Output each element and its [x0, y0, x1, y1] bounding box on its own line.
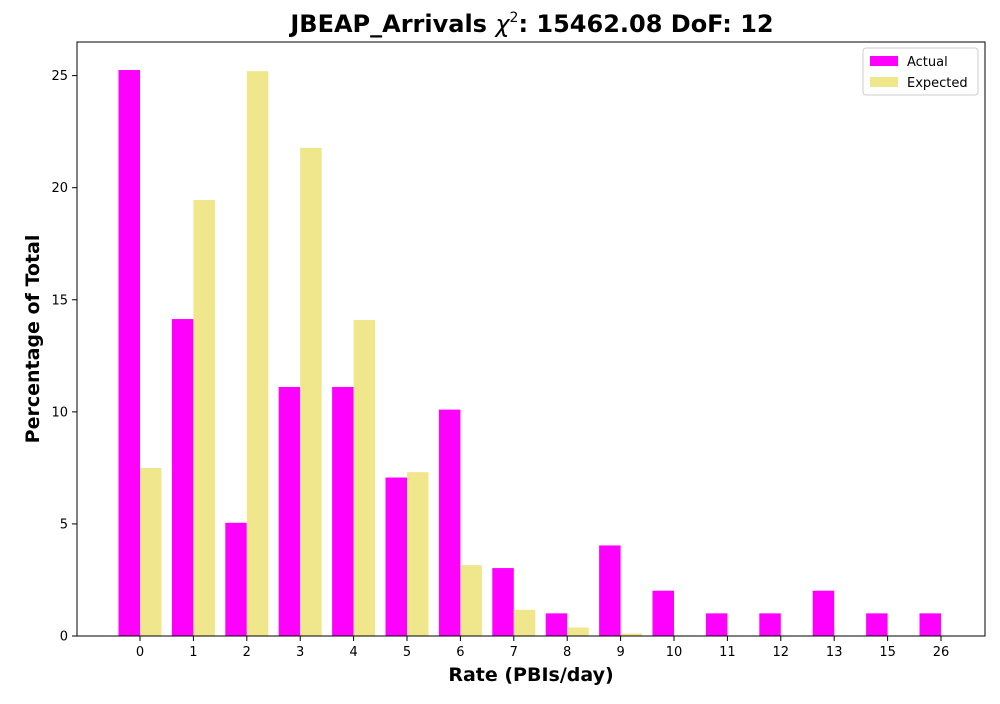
bar-expected-1	[193, 200, 215, 636]
y-tick-label: 20	[51, 181, 68, 196]
x-tick-label: 13	[826, 645, 843, 660]
bar-expected-5	[407, 472, 429, 636]
bar-expected-9	[620, 633, 643, 636]
x-tick-label: 9	[616, 645, 624, 660]
bar-expected-2	[246, 71, 269, 636]
bar-actual-15	[866, 613, 888, 636]
x-tick-label: 6	[456, 645, 464, 660]
x-axis: 0 1 2 3 4 5 6 7 8 9 10 11 12 13 15 26	[136, 636, 949, 660]
y-tick-label: 5	[60, 517, 68, 532]
y-tick-label: 10	[51, 405, 68, 420]
x-tick-label: 15	[879, 645, 896, 660]
series-expected	[140, 71, 696, 637]
x-tick-label: 2	[243, 645, 251, 660]
bar-actual-13	[812, 590, 835, 636]
y-tick-label: 0	[60, 630, 68, 645]
x-tick-label: 12	[773, 645, 790, 660]
y-axis-label: Percentage of Total	[22, 235, 44, 444]
x-tick-label: 10	[666, 645, 683, 660]
bar-actual-9	[599, 545, 621, 636]
legend-label-expected: Expected	[907, 76, 968, 91]
y-tick-label: 25	[51, 69, 68, 84]
x-tick-label: 8	[563, 645, 571, 660]
bar-actual-1	[171, 319, 194, 636]
legend: Actual Expected	[862, 47, 979, 96]
bar-expected-4	[353, 319, 376, 636]
x-tick-label: 4	[349, 645, 357, 660]
plot-frame	[76, 41, 986, 637]
bar-actual-4	[332, 386, 354, 636]
bars-layer	[118, 70, 941, 637]
x-tick-label: 3	[296, 645, 304, 660]
bar-actual-6	[438, 409, 461, 636]
series-actual	[118, 70, 941, 636]
x-tick-label: 7	[510, 645, 518, 660]
legend-swatch-actual	[870, 56, 898, 66]
bar-expected-6	[460, 565, 482, 636]
bar-actual-8	[545, 613, 568, 636]
x-axis-label: Rate (PBIs/day)	[448, 664, 613, 686]
y-axis: 0 5 10 15 20 25	[51, 69, 77, 645]
x-tick-label: 1	[189, 645, 197, 660]
bar-expected-3	[300, 147, 322, 637]
bar-actual-12	[759, 613, 781, 636]
bar-expected-8	[567, 627, 589, 636]
bar-expected-0	[140, 467, 162, 636]
x-tick-label: 11	[719, 645, 736, 660]
bar-actual-3	[278, 386, 301, 636]
chart-title: JBEAP_Arrivals χ2: 15462.08 DoF: 12	[288, 10, 773, 38]
bar-actual-11	[705, 613, 728, 636]
bar-expected-7	[513, 609, 536, 636]
bar-actual-10	[652, 590, 674, 636]
bar-actual-26	[919, 613, 941, 636]
x-tick-label: 26	[933, 645, 950, 660]
y-tick-label: 15	[51, 293, 68, 308]
bar-actual-5	[385, 477, 407, 636]
bar-actual-2	[225, 522, 247, 636]
legend-swatch-expected	[870, 77, 898, 87]
x-tick-label: 0	[136, 645, 144, 660]
x-tick-label: 5	[403, 645, 411, 660]
bar-actual-0	[118, 70, 140, 636]
legend-label-actual: Actual	[907, 55, 948, 70]
bar-actual-7	[492, 568, 514, 636]
